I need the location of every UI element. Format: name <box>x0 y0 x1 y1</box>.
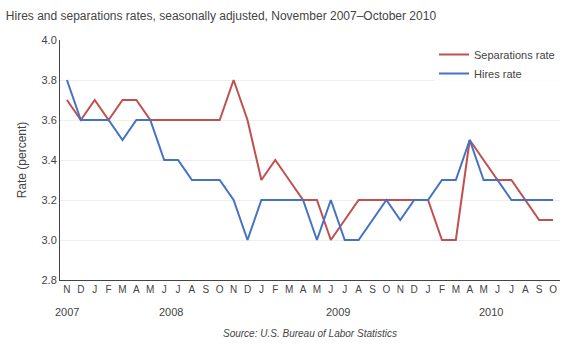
svg-text:J: J <box>162 284 167 295</box>
svg-text:2008: 2008 <box>159 306 183 318</box>
svg-text:J: J <box>495 284 500 295</box>
svg-text:D: D <box>411 284 418 295</box>
svg-text:A: A <box>189 284 196 295</box>
svg-text:M: M <box>479 284 487 295</box>
svg-text:D: D <box>244 284 251 295</box>
svg-text:N: N <box>230 284 237 295</box>
svg-text:S: S <box>536 284 543 295</box>
svg-text:M: M <box>285 284 293 295</box>
svg-text:3.8: 3.8 <box>42 74 57 86</box>
svg-text:4.0: 4.0 <box>42 34 57 46</box>
svg-text:A: A <box>466 284 473 295</box>
svg-text:J: J <box>259 284 264 295</box>
svg-text:J: J <box>342 284 347 295</box>
svg-text:Source: U.S. Bureau of Labor S: Source: U.S. Bureau of Labor Statistics <box>223 328 397 339</box>
svg-text:O: O <box>216 284 224 295</box>
svg-text:A: A <box>300 284 307 295</box>
svg-text:M: M <box>313 284 321 295</box>
svg-text:F: F <box>106 284 112 295</box>
svg-text:Hires and separations rates, s: Hires and separations rates, seasonally … <box>6 9 437 23</box>
svg-text:S: S <box>369 284 376 295</box>
svg-text:Hires rate: Hires rate <box>474 68 522 80</box>
svg-text:J: J <box>328 284 333 295</box>
svg-text:A: A <box>355 284 362 295</box>
svg-text:J: J <box>92 284 97 295</box>
svg-text:O: O <box>549 284 557 295</box>
svg-text:M: M <box>146 284 154 295</box>
svg-text:J: J <box>426 284 431 295</box>
svg-text:J: J <box>176 284 181 295</box>
svg-text:2010: 2010 <box>479 306 503 318</box>
svg-text:3.4: 3.4 <box>42 154 57 166</box>
svg-text:Rate (percent): Rate (percent) <box>15 122 29 199</box>
svg-text:M: M <box>118 284 126 295</box>
svg-text:O: O <box>382 284 390 295</box>
svg-text:2.8: 2.8 <box>42 274 57 286</box>
svg-text:F: F <box>439 284 445 295</box>
svg-text:Separations rate: Separations rate <box>474 49 555 61</box>
svg-text:M: M <box>452 284 460 295</box>
svg-text:3.6: 3.6 <box>42 114 57 126</box>
svg-text:2007: 2007 <box>55 306 79 318</box>
svg-text:F: F <box>272 284 278 295</box>
svg-text:J: J <box>509 284 514 295</box>
svg-text:3.2: 3.2 <box>42 194 57 206</box>
svg-text:3.0: 3.0 <box>42 234 57 246</box>
svg-text:A: A <box>522 284 529 295</box>
svg-text:A: A <box>133 284 140 295</box>
svg-text:2009: 2009 <box>326 306 350 318</box>
svg-text:N: N <box>63 284 70 295</box>
svg-text:D: D <box>77 284 84 295</box>
svg-text:S: S <box>202 284 209 295</box>
svg-text:N: N <box>397 284 404 295</box>
